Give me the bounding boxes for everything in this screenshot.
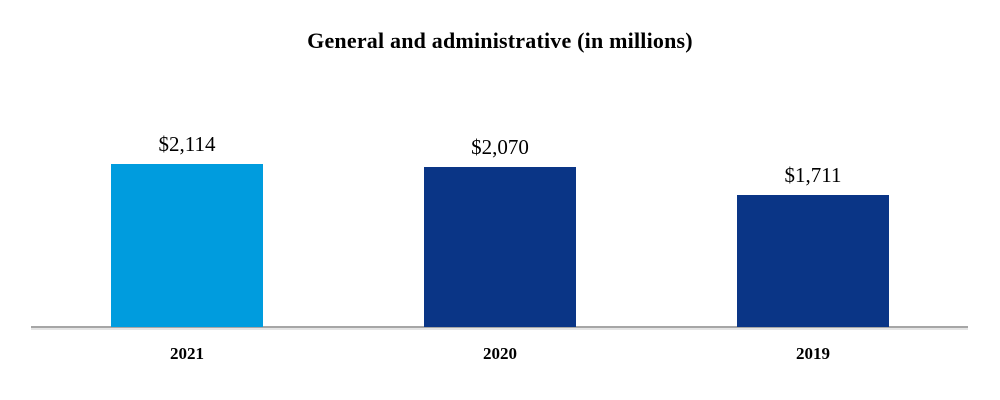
bar-value-label-2019: $1,711 [784, 163, 842, 187]
x-tick-label-2019: 2019 [796, 344, 830, 363]
bar-group-2020: $2,070 [424, 135, 576, 327]
bar-2020 [424, 167, 576, 327]
x-tick-label-2020: 2020 [483, 344, 517, 363]
bar-2021 [111, 164, 263, 327]
bar-2019 [737, 195, 889, 327]
x-axis-line [31, 326, 968, 328]
bar-group-2019: $1,711 [737, 163, 889, 327]
chart-title: General and administrative (in millions) [307, 28, 693, 53]
bar-value-label-2020: $2,070 [471, 135, 529, 159]
bar-group-2021: $2,114 [111, 132, 263, 327]
x-tick-label-2021: 2021 [170, 344, 204, 363]
bar-value-label-2021: $2,114 [158, 132, 216, 156]
